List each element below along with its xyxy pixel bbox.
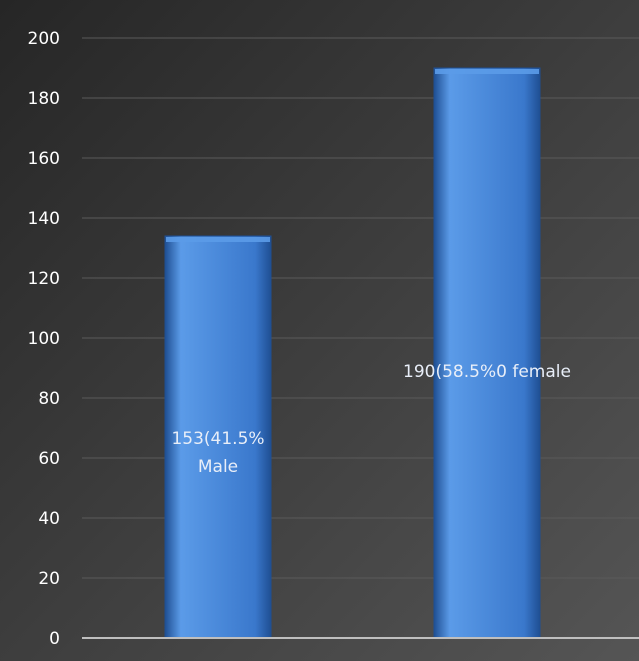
y-tick-label-0: 0 <box>49 629 60 649</box>
bar-0 <box>164 235 272 639</box>
y-tick-label-20: 20 <box>38 569 60 589</box>
data-labels: 153(41.5% Male 190(58.5%0 female <box>171 362 571 477</box>
y-tick-label-160: 160 <box>28 149 60 169</box>
y-tick-label-180: 180 <box>28 89 60 109</box>
data-label-0-line-0: 153(41.5% <box>171 429 264 449</box>
bars <box>164 67 541 639</box>
bar-1-top-bevel <box>435 69 539 74</box>
y-tick-label-100: 100 <box>28 329 60 349</box>
data-label-0-line-1: Male <box>198 457 238 477</box>
y-tick-label-120: 120 <box>28 269 60 289</box>
y-tick-label-140: 140 <box>28 209 60 229</box>
y-tick-label-80: 80 <box>38 389 60 409</box>
y-axis: 0 20 40 60 80 100 120 140 160 180 200 <box>28 29 639 649</box>
bar-0-top-bevel <box>166 237 270 242</box>
y-tick-label-40: 40 <box>38 509 60 529</box>
y-tick-label-60: 60 <box>38 449 60 469</box>
data-label-1-line-0: 190(58.5%0 female <box>403 362 571 382</box>
y-tick-label-200: 200 <box>28 29 60 49</box>
bar-1 <box>433 67 541 639</box>
